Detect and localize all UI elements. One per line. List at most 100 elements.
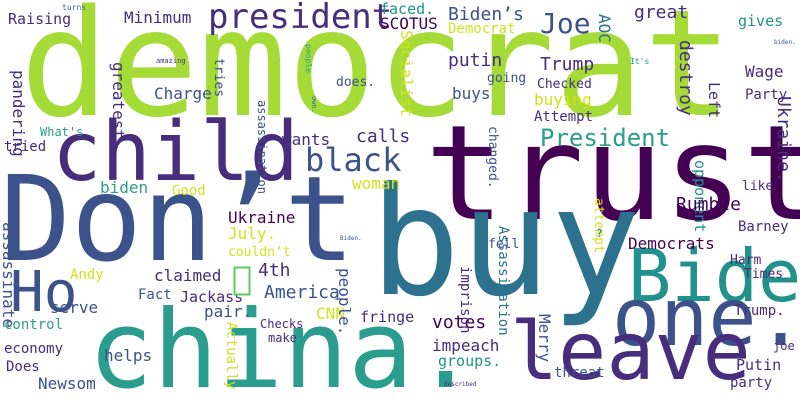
cloud-word: Charge	[154, 84, 212, 103]
cloud-word: President	[540, 124, 671, 152]
cloud-word: woman	[352, 174, 401, 193]
cloud-word: Left	[705, 82, 723, 119]
cloud-word: wants	[282, 130, 331, 149]
cloud-word: Trump.	[734, 303, 785, 319]
cloud-word: people.	[335, 268, 354, 336]
cloud-word: SCOTUS	[380, 14, 438, 33]
cloud-word: Times	[744, 267, 784, 282]
cloud-word: Actually	[223, 322, 239, 390]
cloud-word: faced.	[380, 0, 435, 18]
cloud-word: couldn’t	[228, 245, 291, 260]
cloud-word: What's	[40, 125, 84, 139]
cloud-word: assassinate	[0, 222, 18, 328]
cloud-word: one.	[612, 271, 800, 364]
cloud-word: buying	[534, 90, 592, 109]
cloud-word: claimed	[154, 266, 222, 285]
cloud-word: tries	[211, 58, 226, 98]
cloud-word: going	[487, 71, 527, 86]
cloud-word: destroy	[675, 40, 696, 116]
cloud-word: calls	[356, 126, 411, 147]
cloud-word: pair.	[204, 302, 253, 321]
cloud-word: Harm	[730, 253, 762, 268]
cloud-word: Ukraine	[228, 208, 296, 227]
cloud-word: Wage	[745, 62, 784, 81]
cloud-word: CNN	[316, 304, 345, 323]
cloud-word: black	[305, 141, 402, 179]
cloud-word: Andy	[70, 267, 104, 283]
cloud-word: Minimum	[124, 8, 192, 27]
cloud-word: child	[52, 105, 299, 200]
cloud-word: AOC	[595, 14, 614, 43]
cloud-word: amazing	[156, 57, 186, 65]
cloud-word: Ho	[10, 260, 78, 325]
cloud-word: changed.	[485, 126, 500, 189]
cloud-word: impeach	[432, 336, 500, 355]
cloud-word: leave	[510, 305, 751, 398]
cloud-word: Ukraine.	[773, 96, 794, 183]
cloud-word: president	[208, 0, 393, 37]
cloud-word: Attempt	[534, 109, 594, 125]
cloud-word: votes	[432, 312, 487, 333]
cloud-word: own.	[310, 96, 318, 113]
cloud-word: America	[264, 282, 340, 303]
cloud-word: Checks	[260, 317, 304, 331]
cloud-word: pandering	[9, 70, 28, 157]
cloud-word: democrat	[20, 0, 733, 150]
cloud-word: Biden.	[340, 235, 362, 242]
cloud-word: It's	[630, 57, 650, 66]
cloud-word: control	[4, 317, 64, 333]
cloud-word: fell	[488, 237, 520, 252]
cloud-word: greatest	[109, 62, 128, 140]
cloud-word: Rumble	[676, 194, 742, 215]
cloud-word: Checked	[537, 77, 592, 92]
cloud-word: great	[634, 2, 689, 23]
cloud-word: fringe	[360, 308, 415, 326]
cloud-word: Joe	[540, 7, 591, 40]
cloud-word: threat	[554, 365, 605, 381]
cloud-word: gives	[738, 12, 784, 30]
cloud-word: July.	[228, 224, 277, 243]
cloud-word: Biden’s	[448, 4, 524, 25]
cloud-word: biden.	[774, 39, 796, 46]
cloud-word: described	[444, 381, 477, 388]
cloud-word: ?	[596, 227, 603, 240]
cloud-word: Trump	[540, 54, 595, 75]
cloud-word: Merry	[535, 314, 554, 363]
cloud-word: Barney	[738, 219, 789, 235]
cloud-word: Assassination	[495, 226, 511, 336]
cloud-word: does.	[336, 75, 376, 90]
cloud-word: serve	[50, 298, 99, 317]
cloud-word: like	[742, 179, 774, 194]
cloud-word: Socialist	[397, 30, 416, 117]
cloud-word: economy	[4, 341, 64, 357]
cloud-word: Democrats	[628, 234, 715, 253]
cloud-word: Raising	[8, 10, 72, 28]
cloud-word: party	[730, 375, 773, 391]
cloud-word: Good	[172, 183, 206, 199]
cloud-word: groups.	[438, 352, 502, 370]
cloud-word: imprison	[457, 266, 473, 334]
cloud-word: Newsom	[38, 374, 96, 393]
cloud-word: Jackass	[180, 288, 244, 306]
cloud-word: Fact	[138, 287, 172, 303]
cloud-word: helps	[104, 346, 153, 365]
cloud-word: china.	[88, 288, 479, 400]
cloud-word: joe	[773, 339, 795, 353]
cloud-word: trust	[425, 97, 800, 251]
cloud-word: make	[268, 331, 297, 345]
cloud-word: 4th	[258, 260, 291, 281]
cloud-word: Party	[745, 87, 788, 103]
cloud-word: tried	[4, 139, 47, 155]
cloud-word: Don’t	[0, 150, 356, 288]
cloud-word: biden	[100, 178, 149, 197]
cloud-word: attempt	[591, 198, 606, 253]
cloud-word: putin	[448, 50, 503, 71]
cloud-word: turns	[62, 3, 87, 12]
placeholder-glyph-icon	[233, 266, 251, 296]
cloud-word: opponent	[691, 160, 709, 233]
cloud-word: Democrat	[448, 21, 516, 37]
cloud-word: assassination	[255, 100, 269, 194]
cloud-word: Does	[6, 359, 40, 375]
cloud-word: buy	[370, 156, 641, 330]
